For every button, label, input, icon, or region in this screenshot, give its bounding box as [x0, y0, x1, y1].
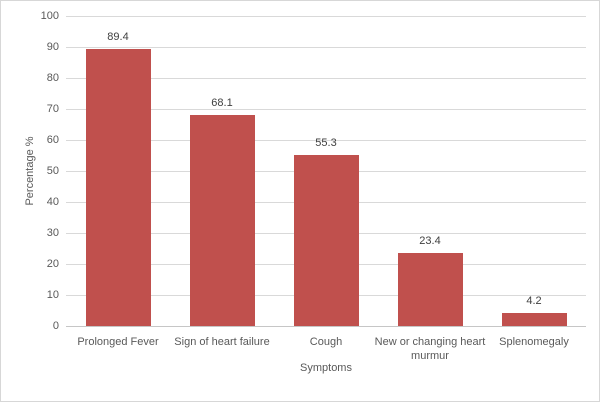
y-tick-label: 10	[46, 289, 59, 301]
category-label: Splenomegaly	[499, 336, 569, 348]
bar	[293, 154, 359, 326]
category-label: Sign of heart failure	[174, 336, 270, 348]
y-tick-label: 100	[40, 10, 59, 22]
bar-value-label: 55.3	[315, 136, 337, 149]
gridline	[66, 140, 586, 141]
bar-value-label: 89.4	[107, 30, 129, 43]
x-axis-line	[66, 326, 586, 327]
y-tick-label: 50	[46, 165, 59, 177]
bar-value-label: 4.2	[526, 294, 542, 307]
y-tick-label: 70	[46, 103, 59, 115]
bar-value-label: 68.1	[211, 96, 233, 109]
gridline	[66, 16, 586, 17]
y-tick-label: 0	[52, 320, 59, 332]
bar	[397, 253, 463, 326]
category-label: Cough	[309, 336, 343, 348]
bar	[189, 114, 255, 326]
x-axis-title: Symptoms	[300, 362, 352, 374]
gridline	[66, 47, 586, 48]
y-tick-label: 40	[46, 196, 59, 208]
bar	[501, 312, 567, 326]
y-tick-label: 90	[46, 41, 59, 53]
bar-value-label: 23.4	[419, 235, 441, 248]
gridline	[66, 109, 586, 110]
y-tick-label: 60	[46, 134, 59, 146]
bar	[85, 48, 151, 326]
y-tick-label: 80	[46, 72, 59, 84]
y-tick-label: 20	[46, 258, 59, 270]
category-label: Prolonged Fever	[77, 336, 159, 348]
y-tick-label: 30	[46, 227, 59, 239]
category-label: New or changing heart murmur	[374, 336, 486, 362]
gridline	[66, 78, 586, 79]
